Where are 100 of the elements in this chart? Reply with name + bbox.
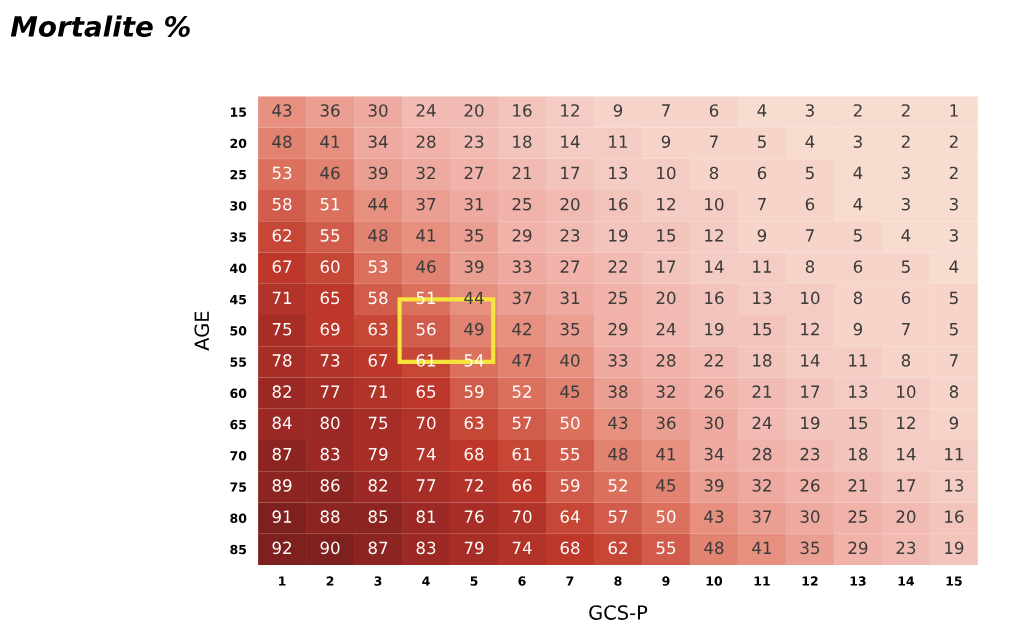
data-label: 52 [512, 385, 531, 398]
data-label: 16 [705, 291, 724, 305]
data-label: 29 [512, 229, 532, 242]
data-label: 12 [801, 322, 819, 336]
data-label: 12 [657, 197, 675, 211]
data-label: 51 [320, 198, 340, 211]
data-label: 14 [705, 260, 724, 273]
data-label: 70 [416, 416, 436, 430]
data-label: 79 [464, 541, 484, 555]
data-label: 60 [320, 260, 340, 273]
data-label: 36 [656, 416, 676, 430]
data-label: 10 [705, 197, 724, 211]
data-label: 12 [561, 104, 579, 117]
data-label: 12 [705, 229, 723, 242]
data-label: 11 [849, 354, 868, 367]
data-label: 37 [416, 197, 436, 211]
data-label: 6 [805, 197, 815, 211]
data-label: 82 [368, 479, 387, 492]
data-label: 90 [320, 541, 340, 555]
data-label: 57 [608, 510, 628, 523]
x-tick-label: 11 [754, 576, 770, 586]
y-tick-label: 25 [230, 169, 247, 180]
data-label: 35 [800, 541, 820, 555]
data-label: 65 [416, 385, 436, 398]
data-label: 19 [705, 322, 724, 336]
data-label: 24 [416, 104, 436, 117]
data-label: 32 [416, 166, 435, 180]
data-label: 30 [704, 416, 724, 430]
data-label: 64 [560, 510, 580, 523]
data-label: 45 [560, 385, 580, 398]
data-label: 7 [902, 323, 910, 336]
data-label: 12 [897, 416, 915, 429]
data-label: 48 [272, 135, 292, 148]
y-tick-label: 30 [230, 201, 247, 211]
data-label: 51 [416, 291, 436, 305]
data-label: 89 [272, 479, 292, 492]
data-label: 9 [853, 322, 863, 336]
data-label: 31 [464, 197, 484, 211]
data-label: 6 [757, 166, 767, 180]
y-tick-label: 80 [230, 513, 247, 524]
data-label: 72 [464, 479, 483, 492]
data-label: 19 [609, 229, 628, 242]
x-tick-label: 15 [946, 576, 962, 586]
x-tick-label: 10 [706, 576, 723, 586]
data-label: 4 [805, 135, 815, 148]
data-label: 76 [464, 510, 484, 523]
data-label: 79 [368, 447, 388, 461]
y-axis-title: AGE [194, 311, 210, 351]
data-label: 25 [848, 510, 868, 523]
data-label: 38 [608, 385, 628, 398]
x-axis-title: GCS-P [589, 605, 648, 620]
data-label: 6 [709, 104, 719, 117]
data-label: 7 [710, 135, 718, 148]
data-label: 77 [416, 479, 436, 492]
data-label: 2 [949, 135, 958, 148]
data-label: 73 [320, 354, 340, 367]
data-label: 86 [320, 479, 340, 492]
data-label: 39 [368, 166, 388, 180]
data-label: 2 [901, 104, 910, 117]
data-label: 23 [560, 229, 580, 242]
data-label: 81 [416, 510, 436, 523]
data-label: 10 [897, 385, 916, 398]
data-label: 32 [752, 479, 771, 492]
data-label: 5 [949, 323, 958, 336]
data-label: 41 [320, 135, 340, 148]
data-label: 3 [853, 135, 862, 148]
data-label: 37 [752, 510, 772, 523]
data-label: 41 [416, 229, 436, 242]
x-tick-label: 12 [802, 576, 818, 586]
x-tick-label: 5 [470, 576, 478, 586]
data-label: 19 [945, 541, 964, 555]
data-label: 7 [662, 104, 670, 117]
data-label: 9 [949, 416, 959, 430]
data-label: 63 [368, 322, 388, 336]
data-label: 13 [849, 385, 868, 398]
data-label: 29 [608, 322, 628, 336]
data-label: 28 [656, 354, 676, 367]
data-label: 6 [853, 260, 863, 273]
data-label: 15 [657, 229, 676, 242]
data-label: 10 [801, 291, 820, 305]
data-label: 85 [368, 510, 388, 523]
chart-title: Mortalite % [10, 15, 190, 37]
data-label: 57 [512, 416, 532, 430]
data-label: 33 [512, 260, 532, 273]
data-label: 48 [368, 229, 388, 242]
data-label: 14 [561, 135, 580, 148]
data-label: 5 [853, 229, 862, 242]
data-label: 26 [704, 385, 724, 398]
data-label: 4 [901, 229, 911, 242]
data-label: 42 [512, 322, 531, 336]
data-label: 9 [613, 104, 623, 117]
data-label: 4 [853, 198, 863, 211]
data-label: 5 [757, 135, 766, 148]
data-label: 56 [416, 322, 436, 336]
data-label: 59 [560, 479, 580, 492]
data-label: 34 [368, 135, 388, 148]
data-label: 67 [272, 260, 292, 273]
data-label: 21 [848, 479, 868, 492]
data-label: 43 [272, 104, 292, 117]
data-label: 74 [416, 448, 436, 461]
